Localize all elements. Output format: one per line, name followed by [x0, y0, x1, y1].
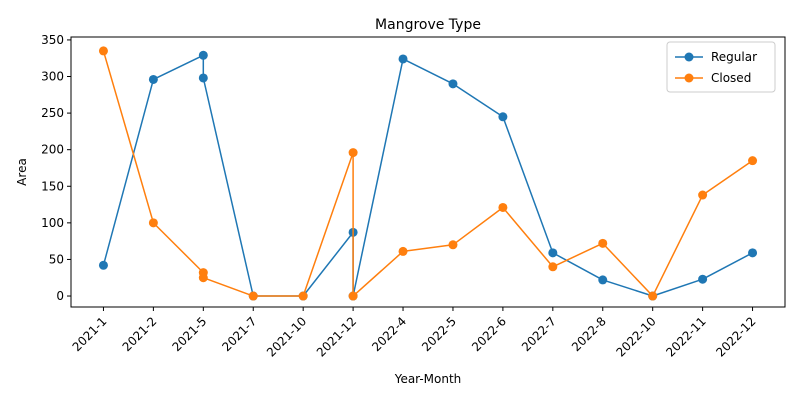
data-point: [348, 148, 358, 158]
y-tick-label: 300: [41, 70, 64, 84]
y-axis-label: Area: [15, 158, 29, 186]
data-point: [348, 291, 358, 301]
data-point: [498, 202, 508, 212]
series-layer: [98, 46, 758, 301]
data-point: [148, 74, 158, 84]
legend: Regular Closed: [666, 41, 776, 93]
y-tick-label: 250: [41, 106, 64, 120]
legend-marker: [684, 52, 694, 62]
data-point: [198, 273, 208, 283]
legend-marker: [684, 73, 694, 83]
data-point: [398, 246, 408, 256]
data-point: [398, 54, 408, 64]
data-point: [548, 262, 558, 272]
series-line-regular: [102, 54, 753, 297]
data-point: [248, 291, 258, 301]
chart-title: Mangrove Type: [375, 17, 481, 33]
data-point: [148, 218, 158, 228]
data-point: [748, 156, 758, 166]
series-closed: [98, 46, 758, 301]
y-tick-label: 350: [41, 33, 64, 47]
y-tick-label: 200: [41, 143, 64, 157]
y-tick-label: 100: [41, 216, 64, 230]
data-point: [648, 291, 658, 301]
data-point: [198, 73, 208, 83]
plot-frame: [70, 36, 786, 308]
y-tick-label: 50: [49, 252, 64, 266]
y-tick-label: 0: [56, 289, 64, 303]
data-point: [448, 240, 458, 250]
data-point: [98, 260, 108, 270]
legend-box: [666, 41, 776, 93]
data-point: [98, 46, 108, 56]
legend-label: Closed: [711, 71, 751, 85]
data-point: [698, 190, 708, 200]
y-axis-ticks: 0 50 100 150 200 250 300 350: [41, 33, 71, 303]
data-point: [498, 112, 508, 122]
data-point: [748, 248, 758, 258]
data-point: [298, 291, 308, 301]
data-point: [448, 79, 458, 89]
x-axis-label: Year-Month: [394, 372, 462, 386]
data-point: [198, 50, 208, 60]
data-point: [598, 238, 608, 248]
legend-label: Regular: [711, 50, 757, 64]
y-tick-label: 150: [41, 179, 64, 193]
data-point: [698, 274, 708, 284]
data-point: [598, 275, 608, 285]
data-point: [548, 248, 558, 258]
